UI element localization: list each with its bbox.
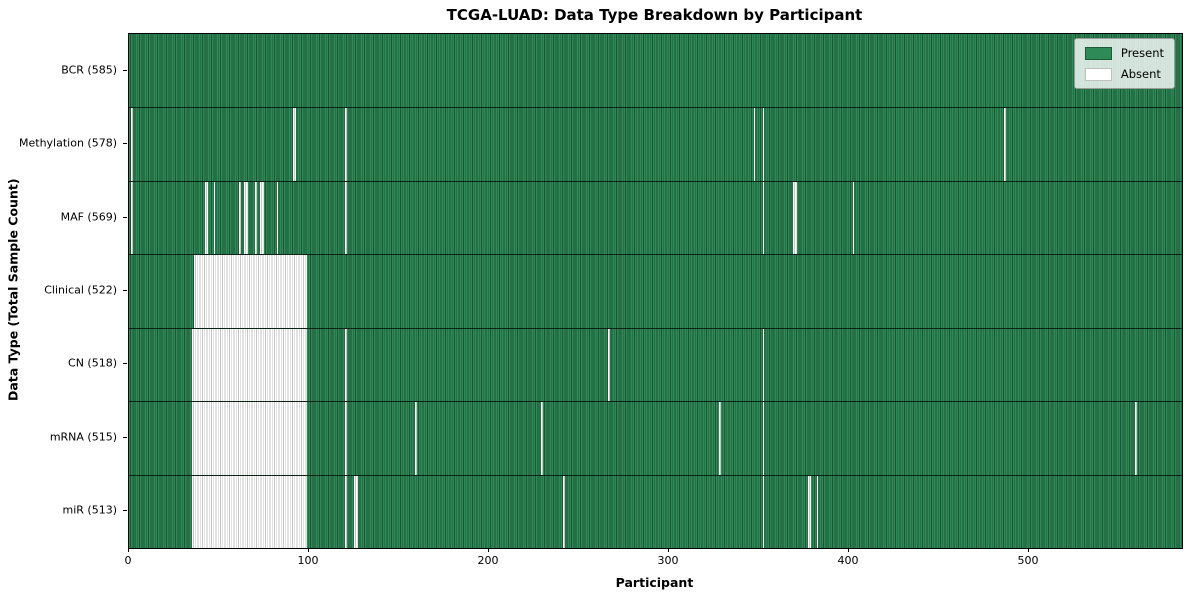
absent-stripe bbox=[260, 181, 264, 255]
absent-stripe bbox=[292, 108, 297, 181]
absent-stripe bbox=[244, 181, 248, 255]
plot-area bbox=[128, 33, 1183, 549]
absent-stripe bbox=[345, 328, 347, 402]
y-tick-mark bbox=[123, 510, 127, 512]
absent-stripe bbox=[807, 475, 812, 548]
absent-stripe bbox=[562, 475, 565, 548]
absent-stripe bbox=[762, 475, 765, 548]
absent-stripe bbox=[753, 108, 756, 181]
legend-item-present: Present bbox=[1084, 46, 1164, 60]
absent-stripe bbox=[345, 475, 347, 548]
y-tick-mark bbox=[123, 436, 127, 438]
absent-stripe bbox=[1003, 108, 1006, 181]
absent-stripe bbox=[130, 181, 133, 255]
x-tick-mark bbox=[128, 548, 129, 552]
heatmap-row bbox=[129, 327, 1182, 402]
absent-stripe bbox=[345, 402, 347, 475]
x-axis-ticks: 0 100 200 300 400 500 bbox=[124, 548, 1181, 574]
x-tick-label: 0 bbox=[124, 554, 132, 567]
y-tick-mark bbox=[123, 69, 127, 71]
x-tick-mark bbox=[668, 548, 669, 552]
absent-stripe bbox=[192, 328, 308, 402]
legend-label-present: Present bbox=[1120, 46, 1164, 60]
y-tick-label: Clinical (522) bbox=[44, 283, 117, 297]
y-tick-mark bbox=[123, 143, 127, 145]
y-tick-label: mRNA (515) bbox=[49, 430, 117, 444]
absent-stripe bbox=[1135, 402, 1137, 475]
absent-stripe bbox=[130, 108, 133, 181]
absent-stripe bbox=[192, 475, 308, 548]
legend-label-absent: Absent bbox=[1120, 67, 1161, 81]
absent-stripe bbox=[345, 181, 347, 255]
absent-stripe bbox=[255, 181, 257, 255]
absent-stripe bbox=[354, 475, 358, 548]
absent-stripe bbox=[793, 181, 797, 255]
x-tick-mark bbox=[848, 548, 849, 552]
y-tick-label: miR (513) bbox=[62, 503, 118, 517]
absent-stripe bbox=[762, 181, 765, 255]
absent-stripe bbox=[238, 181, 241, 255]
x-tick-label: 500 bbox=[1017, 554, 1039, 567]
y-axis-ticks: BCR (585) Methylation (578) MAF (569) Clini… bbox=[0, 33, 128, 547]
x-tick-mark bbox=[308, 548, 309, 552]
heatmap-row bbox=[129, 34, 1182, 107]
absent-stripe bbox=[762, 108, 765, 181]
x-tick-mark bbox=[1028, 548, 1029, 552]
heatmap-row bbox=[129, 474, 1182, 548]
x-axis-label: Participant bbox=[615, 575, 694, 590]
y-tick-label: BCR (585) bbox=[61, 63, 117, 77]
absent-stripe bbox=[762, 328, 765, 402]
x-tick-mark bbox=[488, 548, 489, 552]
x-tick-label: 100 bbox=[297, 554, 319, 567]
y-tick-label: MAF (569) bbox=[60, 210, 117, 224]
x-tick-label: 400 bbox=[837, 554, 859, 567]
legend-swatch-absent-icon bbox=[1084, 67, 1112, 81]
absent-stripe bbox=[193, 255, 308, 328]
absent-stripe bbox=[816, 475, 819, 548]
heatmap-row bbox=[129, 401, 1182, 475]
absent-stripe bbox=[719, 402, 722, 475]
absent-stripe bbox=[607, 328, 610, 402]
legend-item-absent: Absent bbox=[1084, 67, 1164, 81]
absent-stripe bbox=[204, 181, 209, 255]
legend: Present Absent bbox=[1073, 38, 1175, 89]
y-tick-mark bbox=[123, 216, 127, 218]
y-tick-mark bbox=[123, 363, 127, 365]
chart-title: TCGA-LUAD: Data Type Breakdown by Partic… bbox=[446, 6, 863, 24]
absent-stripe bbox=[762, 402, 765, 475]
absent-stripe bbox=[213, 181, 216, 255]
x-tick-label: 200 bbox=[477, 554, 499, 567]
y-tick-label: CN (518) bbox=[68, 356, 117, 370]
y-tick-mark bbox=[123, 290, 127, 291]
absent-stripe bbox=[276, 181, 279, 255]
y-tick-label: Methylation (578) bbox=[19, 136, 117, 150]
heatmap-row bbox=[129, 254, 1182, 328]
legend-swatch-present-icon bbox=[1084, 46, 1112, 60]
heatmap-row bbox=[129, 107, 1182, 181]
absent-stripe bbox=[192, 402, 308, 475]
absent-stripe bbox=[415, 402, 417, 475]
absent-stripe bbox=[541, 402, 543, 475]
absent-stripe bbox=[852, 181, 855, 255]
absent-stripe bbox=[345, 108, 347, 181]
heatmap-row bbox=[129, 180, 1182, 255]
x-tick-label: 300 bbox=[657, 554, 679, 567]
